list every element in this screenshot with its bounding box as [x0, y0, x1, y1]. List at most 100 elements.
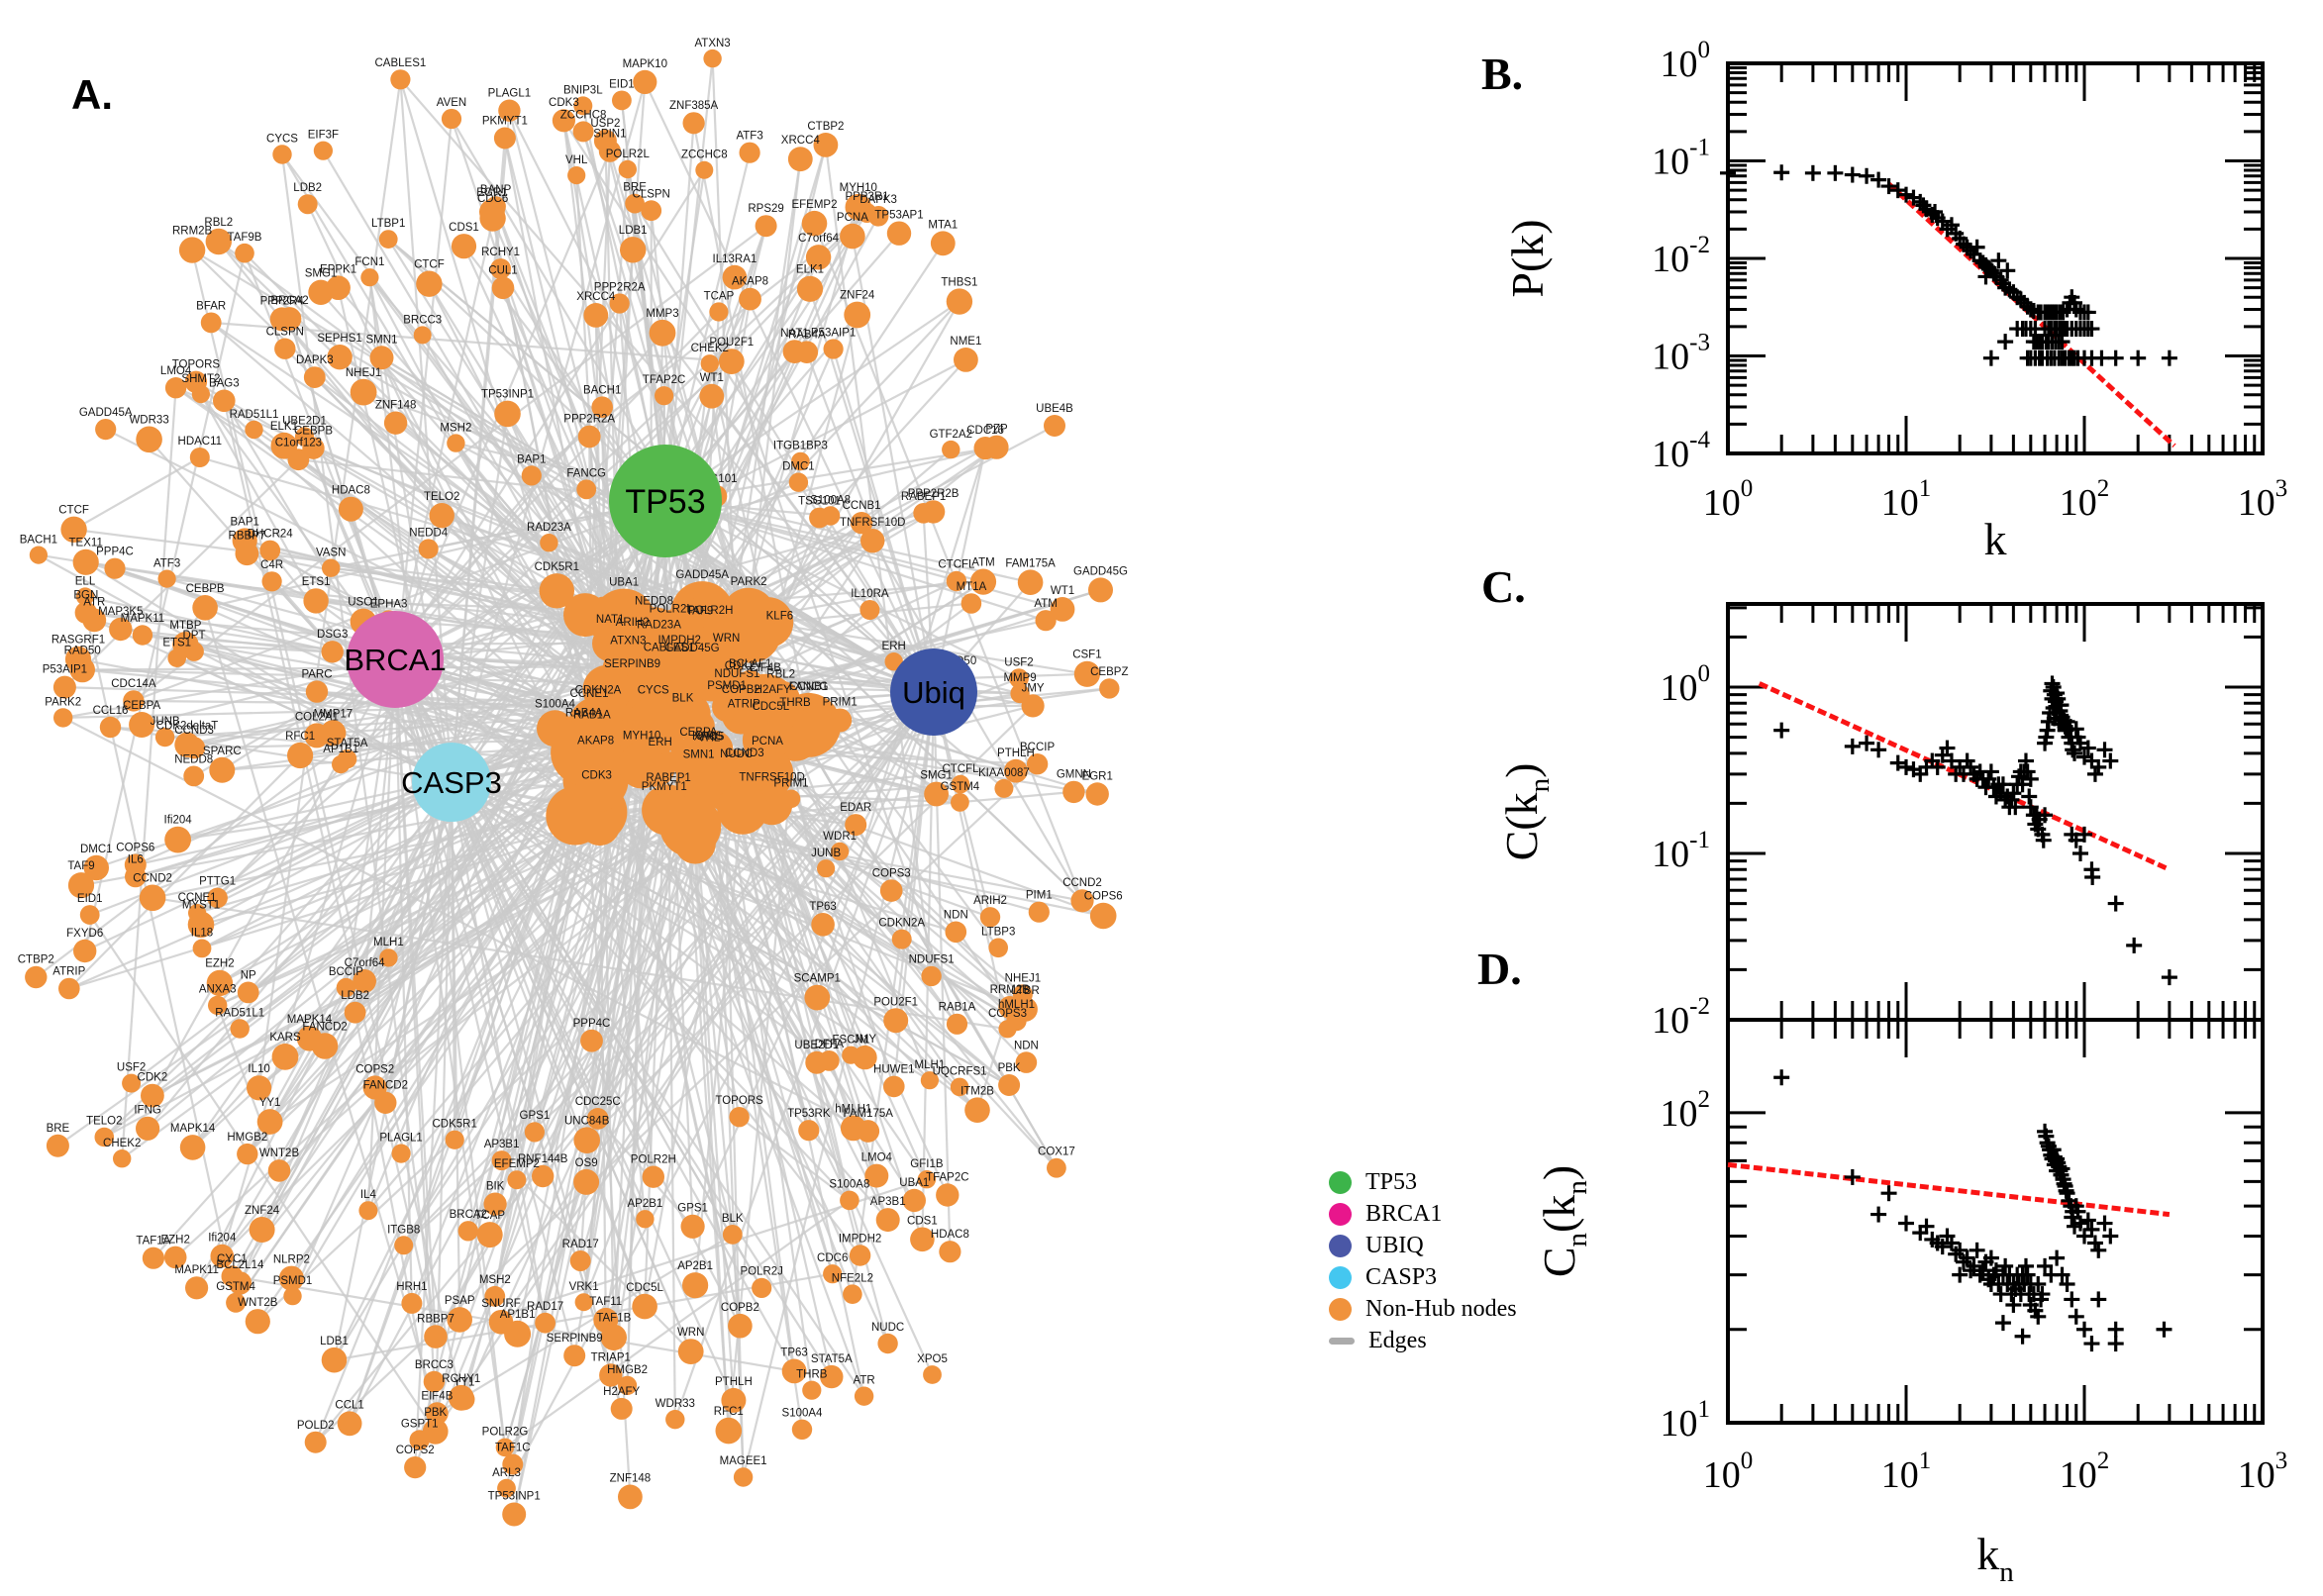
- non-hub-node: [817, 859, 836, 878]
- node-label: VHL: [698, 732, 721, 744]
- node-label: PLAGL1: [488, 88, 531, 100]
- non-hub-node: [185, 1276, 209, 1300]
- non-hub-node: [572, 121, 594, 143]
- node-label: EID1: [77, 893, 103, 905]
- non-hub-node: [875, 1208, 900, 1233]
- non-hub-node: [164, 826, 192, 853]
- legend-node-swatch: [1329, 1170, 1352, 1194]
- non-hub-node: [256, 1109, 283, 1135]
- non-hub-node: [573, 1127, 600, 1153]
- non-hub-node: [921, 500, 946, 524]
- non-hub-node: [350, 378, 377, 406]
- node-label: TFAP2C: [926, 1171, 968, 1183]
- hub-node-BRCA1: [347, 611, 444, 708]
- node-label: PCNA: [752, 736, 783, 748]
- non-hub-node: [1009, 668, 1029, 689]
- non-hub-node: [677, 1339, 704, 1364]
- node-label: RAB4A: [565, 707, 603, 719]
- node-label: CDC5L: [752, 701, 789, 713]
- node-label: IL18: [191, 927, 213, 939]
- node-label: MYH10: [623, 731, 660, 743]
- non-hub-node: [830, 842, 850, 861]
- node-label: ATR: [83, 597, 105, 609]
- non-hub-node: [884, 652, 903, 671]
- node-label: KLF6: [766, 611, 794, 623]
- non-hub-node: [633, 69, 657, 94]
- node-label: WT1: [700, 372, 724, 384]
- node-label: MAGEE1: [720, 1455, 767, 1467]
- node-label: SMG1: [305, 268, 338, 280]
- non-hub-node: [29, 546, 48, 564]
- non-hub-node: [1004, 758, 1028, 783]
- non-hub-node: [191, 385, 210, 404]
- x-tick-label: 101: [1881, 475, 1932, 524]
- node-label: ATRIP: [52, 966, 85, 978]
- x-tick-label: 102: [2060, 475, 2110, 524]
- node-label: SMG1: [920, 770, 953, 782]
- non-hub-node: [612, 90, 632, 111]
- non-hub-node: [208, 995, 228, 1016]
- node-label: HDAC8: [332, 485, 370, 497]
- non-hub-node: [484, 1285, 506, 1307]
- non-hub-node: [854, 1386, 874, 1406]
- non-hub-node: [394, 1236, 414, 1255]
- node-label: BRE: [47, 1123, 70, 1135]
- non-hub-node: [763, 696, 782, 715]
- non-hub-node: [823, 1264, 843, 1284]
- node-label: BANP: [480, 184, 512, 196]
- node-label: CCNB1: [789, 681, 828, 693]
- y-tick-label: 100: [1661, 37, 1711, 85]
- non-hub-node: [655, 386, 674, 406]
- node-label: NEDD8: [635, 595, 673, 607]
- node-label: S100A4: [782, 1408, 824, 1420]
- node-label: GPS1: [520, 1110, 551, 1122]
- non-hub-node: [805, 1050, 829, 1074]
- non-hub-node: [174, 732, 200, 757]
- non-hub-node: [304, 1431, 327, 1453]
- node-label: DPT: [183, 630, 206, 642]
- non-hub-node: [321, 641, 344, 663]
- node-label: THRB: [779, 697, 811, 709]
- legend: TP53 BRCA1 UBIQ CASP3 Non-Hub nodes Edges: [1329, 1166, 1517, 1356]
- non-hub-node: [703, 49, 722, 68]
- node-label: GTF2A2: [930, 429, 972, 441]
- network-node-labels: TCAP Ifi204 H2AFY ZCCHC8 CDS1 hMLH1 SMG1 TP53IN…: [18, 38, 1129, 1503]
- node-label: RAD51L1: [230, 409, 279, 421]
- non-hub-node: [283, 1286, 302, 1306]
- non-hub-node: [910, 1227, 935, 1252]
- non-hub-node: [1050, 597, 1075, 622]
- y-tick-label: 10-3: [1652, 330, 1710, 378]
- x-tick-label: 103: [2238, 475, 2288, 524]
- non-hub-node: [946, 288, 973, 315]
- non-hub-node: [213, 389, 236, 413]
- node-label: CDS1: [907, 1216, 938, 1228]
- non-hub-node: [946, 1013, 968, 1035]
- node-label: USO1: [348, 597, 378, 609]
- node-label: ZNF24: [245, 1205, 280, 1217]
- non-hub-node: [732, 710, 757, 735]
- non-hub-node: [245, 420, 263, 440]
- legend-label: CASP3: [1365, 1263, 1438, 1290]
- ticks-B: [1726, 61, 2265, 455]
- node-label: MAPK14: [287, 1014, 333, 1026]
- node-label: RBL2: [204, 217, 233, 229]
- hub-node-CASP3: [412, 743, 491, 822]
- node-label: NEDD4: [409, 527, 449, 539]
- non-hub-node: [709, 302, 729, 322]
- non-hub-node: [401, 1292, 423, 1314]
- node-label: TEX11: [69, 538, 103, 549]
- non-hub-node: [796, 275, 824, 302]
- node-label: CDC6: [817, 1252, 848, 1264]
- non-hub-node: [303, 588, 329, 614]
- node-label: RABEP1: [901, 491, 946, 503]
- node-label: RAB4A: [788, 329, 826, 341]
- non-hub-node: [840, 1115, 866, 1142]
- node-label: NDN: [944, 910, 968, 922]
- node-label: USP2: [590, 118, 620, 130]
- non-hub-node: [494, 400, 521, 428]
- y-tick-label: 102: [1661, 1086, 1711, 1135]
- node-label: MSH2: [440, 422, 471, 434]
- non-hub-node: [618, 1375, 638, 1395]
- node-label: LDB2: [341, 990, 369, 1002]
- non-hub-node: [524, 1122, 546, 1143]
